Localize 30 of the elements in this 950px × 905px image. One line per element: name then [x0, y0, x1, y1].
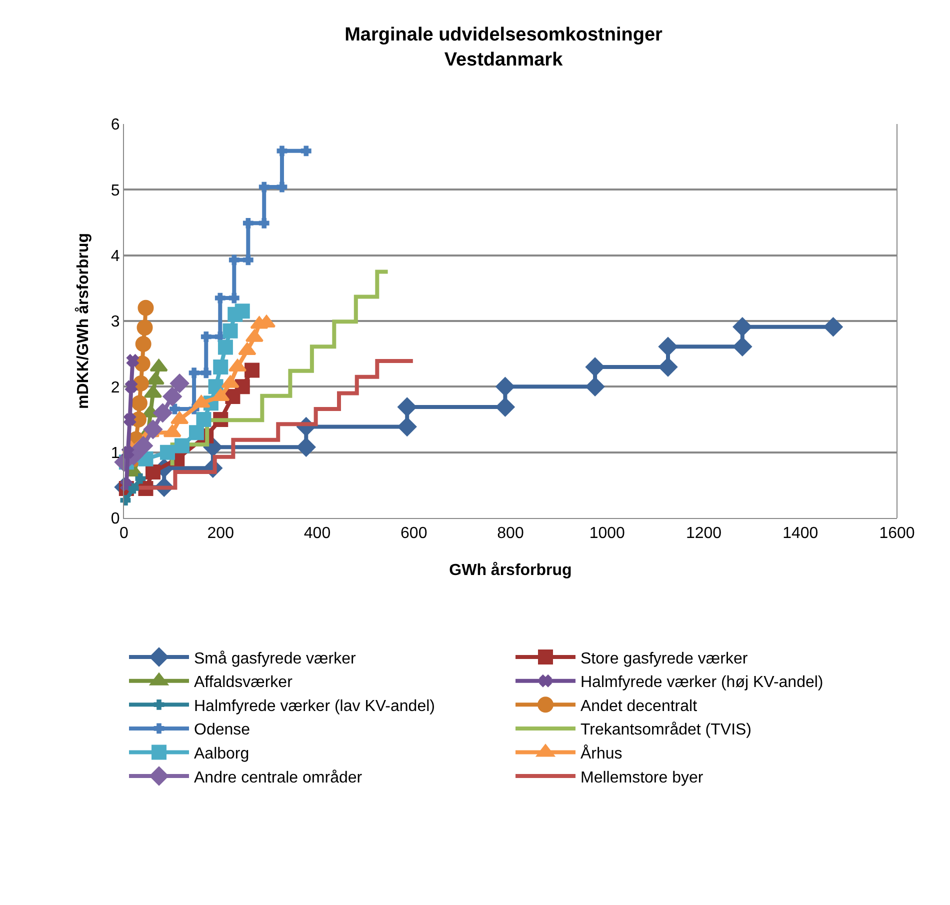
- y-tick-label: 5: [110, 182, 120, 200]
- x-tick-label: 1600: [879, 525, 915, 542]
- legend-label: Halmfyrede værker (høj KV-andel): [580, 674, 824, 692]
- y-tick-label: 6: [110, 116, 120, 134]
- legend-label: Trekantsområdet (TVIS): [580, 722, 752, 739]
- x-tick-label: 200: [207, 525, 234, 542]
- y-tick-label: 1: [110, 444, 120, 462]
- legend-label: Andet decentralt: [580, 698, 698, 715]
- legend-label: Små gasfyrede værker: [194, 650, 357, 668]
- legend-label: Halmfyrede værker (lav KV-andel): [194, 698, 435, 715]
- legend-label: Århus: [580, 744, 622, 762]
- x-tick-label: 1200: [686, 525, 722, 542]
- legend-label: Mellemstore byer: [580, 769, 704, 786]
- legend-label: Affaldsværker: [194, 674, 294, 692]
- y-tick-label: 3: [110, 314, 120, 331]
- legend-label: Andre centrale områder: [194, 769, 363, 786]
- x-axis-title: GWh årsforbrug: [449, 560, 572, 579]
- y-tick-label: 0: [110, 510, 120, 528]
- legend-label: Odense: [194, 722, 250, 739]
- y-tick-label: 4: [110, 248, 120, 265]
- x-tick-label: 600: [400, 525, 428, 542]
- chart-title: Marginale udvidelsesomkostninger Vestdanmark: [344, 24, 664, 70]
- legend-label: Aalborg: [194, 745, 250, 762]
- y-tick-label: 2: [110, 379, 120, 396]
- x-tick-label: 1000: [589, 525, 626, 542]
- x-tick-label: 1400: [782, 525, 818, 542]
- legend-label: Store gasfyrede værker: [580, 650, 748, 668]
- x-tick-label: 400: [304, 525, 331, 542]
- y-axis-title: mDKK/GWh årsforbrug: [74, 233, 92, 409]
- x-tick-label: 800: [497, 525, 524, 542]
